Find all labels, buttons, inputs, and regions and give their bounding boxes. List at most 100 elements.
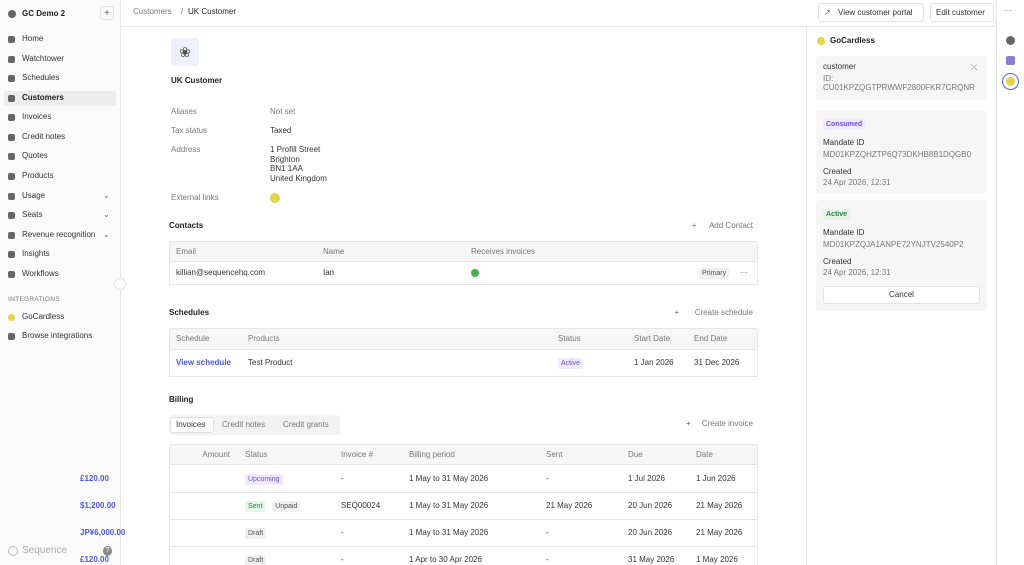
invoice-amount[interactable]: £120.00	[80, 473, 109, 483]
integration-item[interactable]: Browse integrations	[22, 331, 93, 340]
table-row	[169, 350, 758, 377]
nav-item[interactable]: Seats	[22, 210, 43, 219]
nav-item[interactable]: Invoices	[22, 112, 52, 121]
rail-icon[interactable]	[1006, 36, 1015, 45]
table-cell: -	[341, 527, 344, 537]
table-cell: 1 May to 31 May 2026	[409, 527, 489, 537]
table-cell: 31 May 2026	[628, 554, 675, 564]
nav-item[interactable]: Schedules	[22, 73, 60, 82]
row-menu[interactable]: ···	[740, 268, 748, 277]
table-cell: 21 May 2026	[696, 527, 743, 537]
table-header: Amount	[202, 450, 230, 459]
table-cell: Active	[558, 358, 584, 369]
rail-icon[interactable]	[1002, 73, 1019, 90]
id-label: ID:	[823, 74, 834, 83]
integrations-heading: INTEGRATIONS	[8, 296, 60, 303]
created-date: 24 Apr 2026, 12:31	[823, 268, 891, 277]
table-cell: 21 May 2026	[696, 500, 743, 510]
breadcrumb-link[interactable]: Customers	[133, 7, 172, 16]
nav-active-bg	[4, 91, 116, 106]
nav-item[interactable]: Quotes	[22, 151, 48, 160]
table-header: Sent	[546, 450, 563, 459]
brand-icon	[8, 546, 18, 556]
detail-value: United Kingdom	[270, 173, 327, 183]
nav-item[interactable]: Credit notes	[22, 132, 66, 141]
table-cell: 1 Jun 2026	[696, 473, 736, 483]
section-action[interactable]: Create invoice	[701, 419, 753, 428]
nav-item[interactable]: Watchtower	[22, 54, 64, 63]
nav-item[interactable]: Products	[22, 171, 54, 180]
unlink-icon[interactable]: ⤫	[971, 63, 978, 72]
tab[interactable]: Credit notes	[222, 420, 266, 429]
nav-item[interactable]: Insights	[22, 249, 50, 258]
invoice-amount[interactable]: $1,200.00	[80, 500, 116, 510]
tab[interactable]: Credit grants	[283, 420, 329, 429]
more-button[interactable]: ···	[1004, 6, 1012, 15]
table-cell: Ian	[323, 268, 335, 277]
panel-title: GoCardless	[830, 36, 875, 45]
nav-icon	[8, 56, 15, 63]
org-name[interactable]: GC Demo 2	[22, 9, 66, 18]
section-title: Billing	[169, 395, 194, 404]
cancel-button[interactable]: Cancel	[889, 290, 914, 299]
external-link-icon[interactable]	[270, 193, 280, 203]
button-frame[interactable]	[823, 286, 980, 304]
action-plus: +	[686, 419, 691, 428]
status-badge: Draft	[245, 554, 267, 565]
rail-icon[interactable]	[1006, 56, 1015, 65]
integration-icon	[8, 314, 15, 321]
table-cell[interactable]: View schedule	[176, 358, 231, 367]
nav-item[interactable]: Revenue recognition	[22, 230, 96, 239]
table-cell: 31 Dec 2026	[694, 358, 740, 367]
detail-label: Aliases	[171, 107, 197, 116]
detail-value: Taxed	[270, 126, 292, 135]
section-action[interactable]: Add Contact	[708, 221, 753, 230]
nav-item[interactable]: Customers	[22, 93, 64, 102]
table-header: Schedule	[176, 334, 210, 343]
collapse-button[interactable]	[114, 278, 126, 290]
invoice-amount[interactable]: JP¥6,000.00	[80, 527, 126, 537]
breadcrumb-current: UK Customer	[188, 7, 237, 16]
table-header: Receives invoices	[471, 246, 536, 256]
section-action[interactable]: Create schedule	[694, 308, 753, 317]
field-label: Created	[823, 167, 852, 176]
table-cell: 21 May 2026	[546, 500, 593, 510]
button-frame[interactable]	[818, 3, 924, 22]
nav-item[interactable]: Workflows	[22, 269, 59, 278]
header-button[interactable]: View customer portal	[838, 8, 913, 17]
breadcrumb-separator: /	[181, 7, 184, 16]
nav-icon	[8, 134, 15, 141]
mandate-status: Active	[823, 209, 851, 220]
new-button[interactable]: +	[100, 6, 114, 20]
tab[interactable]: Invoices	[176, 420, 206, 429]
nav-item[interactable]: Home	[22, 34, 44, 43]
table-header: Email	[176, 246, 197, 256]
chevron: ⌄	[103, 191, 110, 200]
nav-icon	[8, 173, 15, 180]
help[interactable]: ?	[103, 546, 112, 556]
invoice-amount[interactable]: £120.00	[80, 554, 109, 564]
table-cell: 1 Apr to 30 Apr 2026	[409, 554, 482, 564]
table-header: Invoice #	[341, 450, 374, 459]
table-cell: killian@sequencehq.com	[176, 268, 266, 277]
card-label: customer	[823, 62, 856, 71]
header-bar	[121, 0, 996, 27]
section-title: Contacts	[169, 221, 204, 230]
badge: Primary	[699, 268, 730, 279]
table-header-bg	[169, 241, 758, 262]
nav-icon	[8, 251, 15, 258]
detail-value: Not set	[270, 107, 296, 116]
nav-item[interactable]: Usage	[22, 191, 46, 200]
detail-label: Address	[171, 145, 201, 154]
table-cell: 20 Jun 2026	[628, 500, 673, 510]
table-cell: Test Product	[248, 358, 293, 367]
table-cell: 1 May to 31 May 2026	[409, 473, 489, 483]
table-header: Due	[628, 450, 643, 459]
table-header: Status	[558, 334, 581, 343]
status-badge: Sent	[245, 500, 266, 512]
integration-item[interactable]: GoCardless	[22, 312, 65, 321]
table-header: End Date	[694, 334, 728, 343]
button-frame[interactable]	[930, 3, 994, 22]
status-badge: Unpaid	[272, 500, 301, 512]
header-button[interactable]: Edit customer	[936, 8, 985, 17]
